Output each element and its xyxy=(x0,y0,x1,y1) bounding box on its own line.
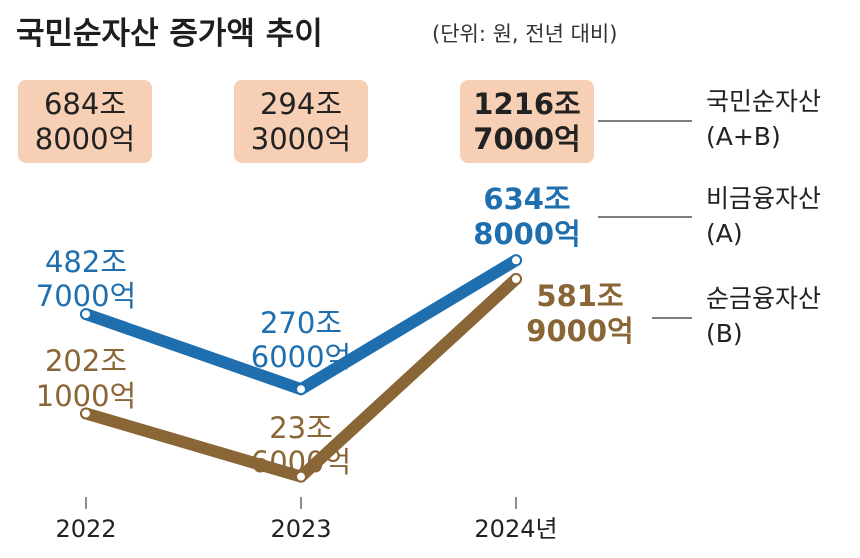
total-label-2022-line1: 684조 xyxy=(44,87,126,121)
total-label-2024-line1: 1216조 xyxy=(473,87,580,121)
total-label-2023-line1: 294조 xyxy=(260,87,342,121)
series-b-label-2024-line2: 9000억 xyxy=(526,314,633,348)
legend-total-name: 국민순자산 xyxy=(706,87,821,116)
series-b-point-2024 xyxy=(510,273,522,285)
series-b-point-2022 xyxy=(80,407,92,420)
series-a-label-2024-line1: 634조 xyxy=(483,182,570,216)
series-b-label-2022-line1: 202조 xyxy=(45,344,127,378)
x-tick-label-2023: 2023 xyxy=(270,515,331,543)
series-b-point-2023 xyxy=(295,470,307,483)
series-a-point-2024 xyxy=(510,254,522,267)
legend: 국민순자산 (A+B) 비금융자산 (A) 순금융자산 (B) xyxy=(706,87,821,348)
chart-unit-note: (단위: 원, 전년 대비) xyxy=(432,22,617,46)
total-label-2024-line2: 7000억 xyxy=(473,122,580,156)
legend-total-sub: (A+B) xyxy=(706,122,781,151)
total-box-2024 xyxy=(460,80,594,163)
legend-series-a-sub: (A) xyxy=(706,219,743,248)
total-box-2022 xyxy=(18,80,152,163)
series-a-labels: 482조 7000억 270조 6000억 634조 8000억 xyxy=(36,182,581,374)
series-a-point-2022 xyxy=(80,308,92,321)
series-a-label-2022-line1: 482조 xyxy=(45,245,127,279)
series-a-label-2023-line1: 270조 xyxy=(260,306,342,340)
series-b-label-2022-line2: 1000억 xyxy=(36,379,136,413)
total-boxes: 684조 8000억 294조 3000억 1216조 7000억 xyxy=(18,80,594,163)
total-label-2023-line2: 3000억 xyxy=(251,122,351,156)
series-a-label-2022-line2: 7000억 xyxy=(36,279,136,313)
series-b-labels: 202조 1000억 23조 6000억 581조 9000억 xyxy=(36,279,634,479)
x-axis: 2022 2023 2024년 xyxy=(55,497,558,543)
legend-series-b-name: 순금융자산 xyxy=(706,284,821,313)
series-layer xyxy=(80,254,522,483)
legend-series-b-sub: (B) xyxy=(706,319,743,348)
series-a-label-2024-line2: 8000억 xyxy=(473,217,580,251)
series-b-label-2024-line1: 581조 xyxy=(536,279,623,313)
chart-title: 국민순자산 증가액 추이 xyxy=(16,16,323,52)
x-tick-label-2024: 2024년 xyxy=(474,515,557,543)
total-label-2022-line2: 8000억 xyxy=(35,122,135,156)
legend-series-a-name: 비금융자산 xyxy=(706,184,821,213)
series-a-point-2023 xyxy=(295,383,307,396)
series-b-label-2023-line1: 23조 xyxy=(269,411,333,445)
total-box-2023 xyxy=(234,80,368,163)
series-a-label-2023-line2: 6000억 xyxy=(251,340,351,374)
series-b-label-2023-line2: 6000억 xyxy=(251,445,351,479)
x-tick-label-2022: 2022 xyxy=(55,515,116,543)
